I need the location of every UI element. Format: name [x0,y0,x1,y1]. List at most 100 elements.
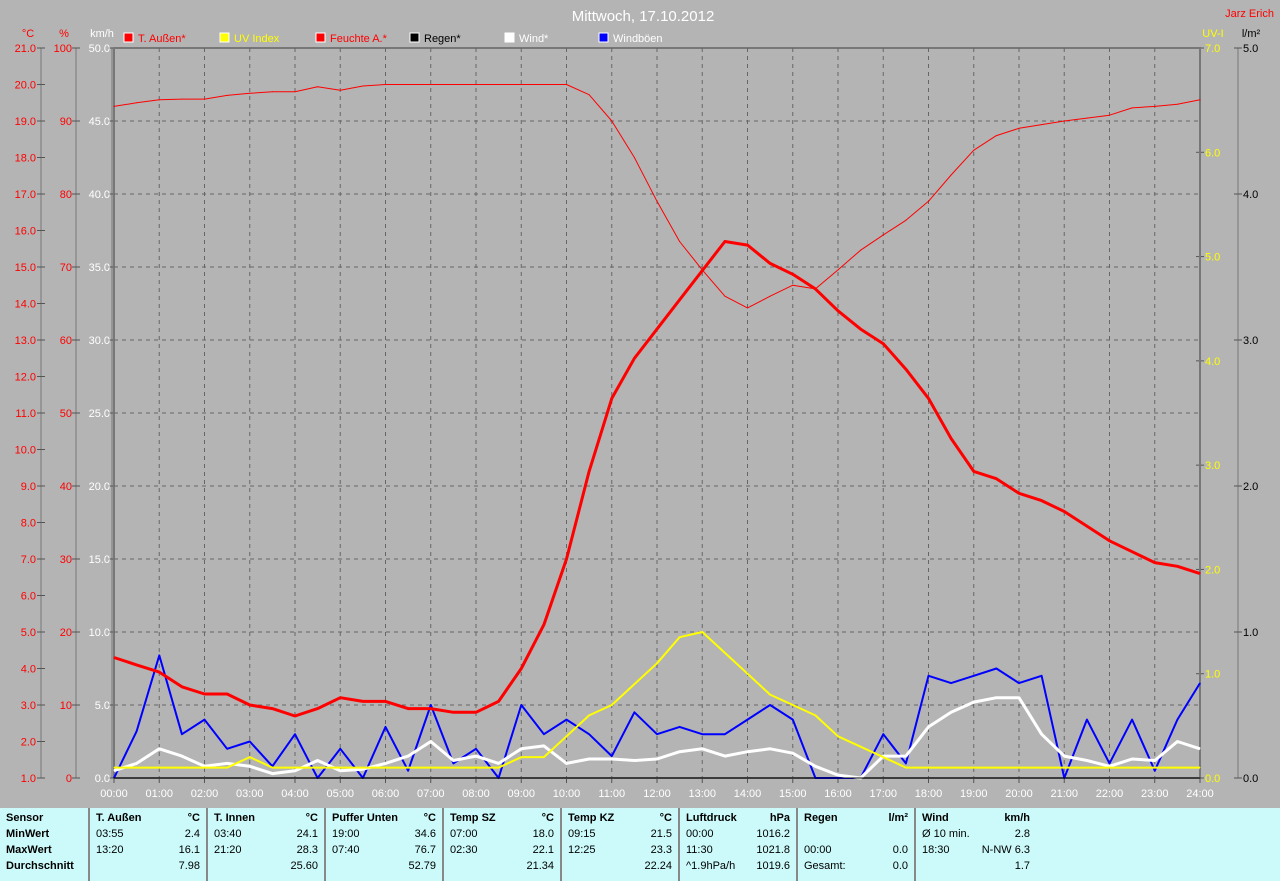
data-point [1041,500,1043,502]
celsius-tick-label: 19.0 [15,116,36,128]
data-point [498,767,500,769]
data-point [1018,127,1020,129]
percent-axis-unit: % [59,28,69,40]
min-time: 07:00 [450,828,478,840]
data-point [520,668,522,669]
label-max: MaxWert [6,844,52,856]
data-point [950,682,952,684]
data-point [1086,525,1088,527]
data-point [1154,105,1156,107]
data-point [747,777,748,779]
data-point [452,767,454,769]
data-point [588,758,590,760]
data-point [249,756,251,758]
sensor-name: Temp SZ [450,812,496,824]
data-point [837,269,839,271]
data-point [1176,565,1178,567]
celsius-tick-label: 17.0 [15,189,36,201]
max-time: 21:20 [214,844,242,856]
axes: °C 21.0 20.0 19.0 18.0 17.0 16.0 15.0 14.0 13.0 12… [15,28,1261,800]
data-point [973,701,975,703]
x-tick-label: 22:00 [1096,788,1124,800]
data-point [430,704,432,706]
data-point [860,249,862,251]
data-point [339,89,341,91]
data-point [1086,719,1088,721]
uv-tick-label: 3.0 [1205,460,1220,472]
author-label: Jarz Erich [1225,8,1274,20]
stats-row-labels: Sensor MinWert MaxWert Durchschnitt [0,808,90,881]
data-point [882,343,884,345]
data-point [566,719,567,721]
sensor-name: Puffer Unten [332,812,398,824]
data-point [837,777,839,779]
data-point [158,99,160,101]
data-point [136,730,138,732]
kmh-tick-label: 5.0 [95,700,110,712]
x-tick-label: 07:00 [417,788,445,800]
avg-value: 0.0 [892,860,908,872]
x-tick-label: 23:00 [1141,788,1169,800]
data-point [339,748,341,750]
x-tick-label: 24:00 [1186,788,1214,800]
data-point [498,777,500,779]
data-point [498,762,500,764]
data-point [679,777,681,779]
data-point [407,755,409,757]
celsius-tick-label: 14.0 [15,299,36,311]
stats-table: Sensor MinWert MaxWert Durchschnitt T. A… [0,808,1280,881]
x-tick-label: 03:00 [236,788,264,800]
celsius-axis-unit: °C [22,28,34,40]
celsius-tick-label: 7.0 [21,554,36,566]
data-point [430,741,432,742]
data-point [204,765,205,767]
min-time: 19:00 [332,828,360,840]
data-point [1041,767,1043,769]
data-point [633,357,635,359]
data-point [452,759,454,761]
data-point [181,777,183,779]
kmh-tick-label: 25.0 [89,408,110,420]
uv-tick-label: 1.0 [1205,669,1220,681]
data-point [362,85,364,87]
data-point [566,558,567,560]
data-point [611,397,613,399]
max-value: 22.1 [532,844,554,856]
data-point [1063,755,1065,757]
data-point [611,758,613,760]
uv-tick-label: 5.0 [1205,252,1220,264]
stats-column: Regen l/m² 00:00 0.0 Gesamt: 0.0 [798,808,916,881]
x-tick-label: 17:00 [869,788,897,800]
data-point [679,751,681,753]
max-value: 1021.8 [756,844,790,856]
x-tick-label: 21:00 [1050,788,1078,800]
data-point [1176,103,1178,105]
data-point [294,777,296,779]
data-point [995,135,997,137]
data-point [430,777,432,779]
data-point [814,777,816,779]
uv-tick-label: 2.0 [1205,564,1220,576]
percent-tick-label: 70 [60,262,72,274]
uv-tick-label: 6.0 [1205,147,1220,159]
data-point [611,755,613,757]
percent-tick-label: 0 [66,773,72,785]
data-point [905,755,907,757]
data-point [1199,99,1201,101]
data-point [294,770,296,772]
data-point [1018,777,1020,779]
celsius-tick-label: 8.0 [21,518,36,530]
max-time: 07:40 [332,844,360,856]
data-point [385,700,386,702]
min-value: 21.5 [650,828,672,840]
data-point [611,120,613,122]
data-point [204,98,205,100]
data-point [430,84,432,85]
data-point [860,328,862,330]
data-point [475,84,477,85]
min-value: 34.6 [414,828,436,840]
data-point [543,777,545,779]
data-point [1131,777,1133,779]
min-value: 18.0 [532,828,554,840]
min-time: 03:40 [214,828,242,840]
